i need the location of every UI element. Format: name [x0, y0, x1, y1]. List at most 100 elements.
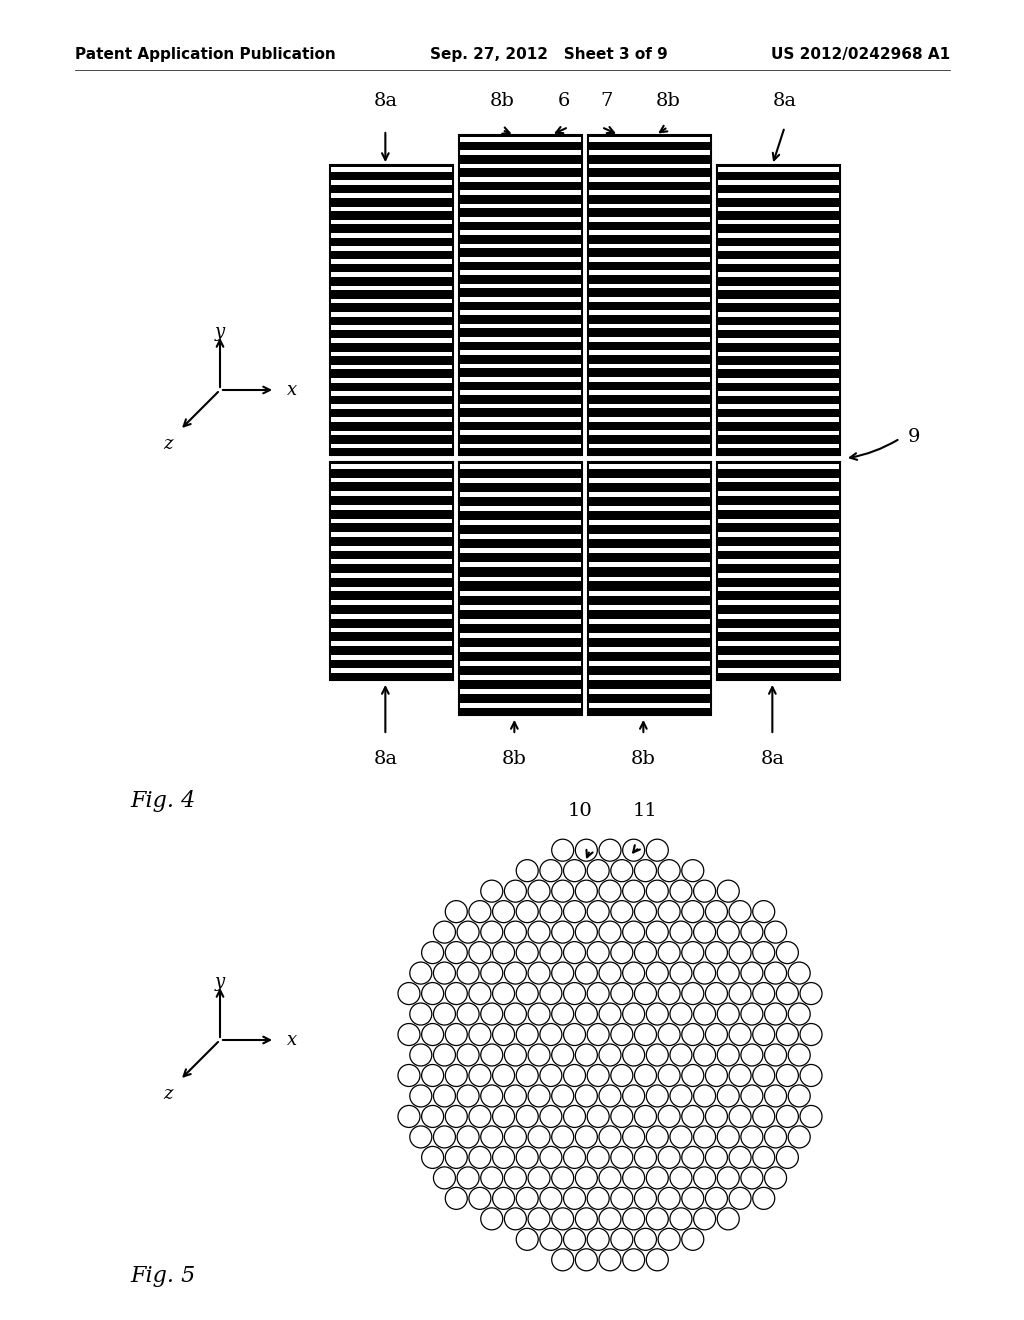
- Bar: [460, 590, 581, 595]
- Bar: [460, 257, 581, 261]
- Text: z: z: [163, 1085, 173, 1104]
- Bar: [718, 614, 839, 619]
- Bar: [589, 297, 710, 302]
- Bar: [460, 177, 581, 182]
- Bar: [331, 338, 452, 343]
- Bar: [589, 271, 710, 275]
- Bar: [718, 180, 839, 185]
- Text: 10: 10: [567, 803, 592, 820]
- Bar: [460, 310, 581, 315]
- Bar: [589, 404, 710, 408]
- Bar: [718, 219, 839, 224]
- Text: Fig. 4: Fig. 4: [130, 789, 196, 812]
- Bar: [331, 246, 452, 251]
- Bar: [331, 259, 452, 264]
- Bar: [589, 257, 710, 261]
- Bar: [460, 605, 581, 610]
- Bar: [589, 190, 710, 195]
- Bar: [331, 560, 452, 564]
- Bar: [460, 203, 581, 209]
- Bar: [589, 444, 710, 449]
- Bar: [331, 391, 452, 396]
- Text: 8b: 8b: [502, 750, 526, 768]
- Bar: [718, 166, 839, 172]
- Bar: [331, 312, 452, 317]
- Bar: [718, 668, 839, 673]
- Bar: [589, 507, 710, 511]
- Bar: [718, 364, 839, 370]
- Bar: [717, 165, 840, 455]
- Bar: [460, 535, 581, 540]
- Bar: [330, 165, 453, 455]
- Bar: [589, 337, 710, 342]
- Bar: [460, 478, 581, 483]
- Bar: [589, 535, 710, 540]
- Bar: [331, 404, 452, 409]
- Bar: [331, 444, 452, 449]
- Bar: [331, 545, 452, 550]
- Bar: [460, 520, 581, 525]
- Bar: [589, 492, 710, 498]
- Bar: [460, 284, 581, 288]
- Text: US 2012/0242968 A1: US 2012/0242968 A1: [771, 48, 950, 62]
- Bar: [589, 689, 710, 694]
- Bar: [460, 675, 581, 680]
- Bar: [331, 668, 452, 673]
- Bar: [459, 135, 582, 455]
- Text: 8b: 8b: [631, 750, 655, 768]
- Bar: [718, 246, 839, 251]
- Text: 8a: 8a: [773, 92, 797, 110]
- Bar: [589, 619, 710, 623]
- Bar: [460, 444, 581, 449]
- Bar: [589, 520, 710, 525]
- Bar: [718, 272, 839, 277]
- Bar: [331, 478, 452, 482]
- Bar: [460, 350, 581, 355]
- Bar: [718, 404, 839, 409]
- Bar: [589, 548, 710, 553]
- Bar: [718, 491, 839, 496]
- Bar: [331, 378, 452, 383]
- Bar: [331, 491, 452, 496]
- Bar: [460, 647, 581, 652]
- Bar: [718, 259, 839, 264]
- Bar: [331, 614, 452, 619]
- Bar: [718, 560, 839, 564]
- Bar: [460, 391, 581, 395]
- Bar: [459, 462, 582, 715]
- Text: 8a: 8a: [761, 750, 784, 768]
- Bar: [589, 647, 710, 652]
- Bar: [460, 271, 581, 275]
- Bar: [460, 216, 581, 222]
- Text: Patent Application Publication: Patent Application Publication: [75, 48, 336, 62]
- Bar: [331, 573, 452, 578]
- Bar: [718, 519, 839, 523]
- Bar: [589, 562, 710, 568]
- Bar: [460, 548, 581, 553]
- Bar: [589, 310, 710, 315]
- Bar: [718, 378, 839, 383]
- Bar: [718, 545, 839, 550]
- Bar: [589, 216, 710, 222]
- Bar: [718, 206, 839, 211]
- Bar: [589, 284, 710, 288]
- Text: z: z: [163, 436, 173, 453]
- Bar: [331, 417, 452, 422]
- Bar: [460, 619, 581, 623]
- Bar: [460, 404, 581, 408]
- Text: 9: 9: [908, 428, 921, 446]
- Text: Fig. 5: Fig. 5: [130, 1265, 196, 1287]
- Bar: [589, 364, 710, 368]
- Bar: [331, 351, 452, 356]
- Bar: [718, 478, 839, 482]
- Bar: [331, 364, 452, 370]
- Bar: [460, 297, 581, 302]
- Bar: [460, 562, 581, 568]
- Bar: [460, 323, 581, 329]
- Bar: [460, 430, 581, 436]
- Bar: [589, 378, 710, 381]
- Bar: [331, 601, 452, 605]
- Bar: [717, 462, 840, 680]
- Bar: [589, 661, 710, 665]
- Bar: [718, 338, 839, 343]
